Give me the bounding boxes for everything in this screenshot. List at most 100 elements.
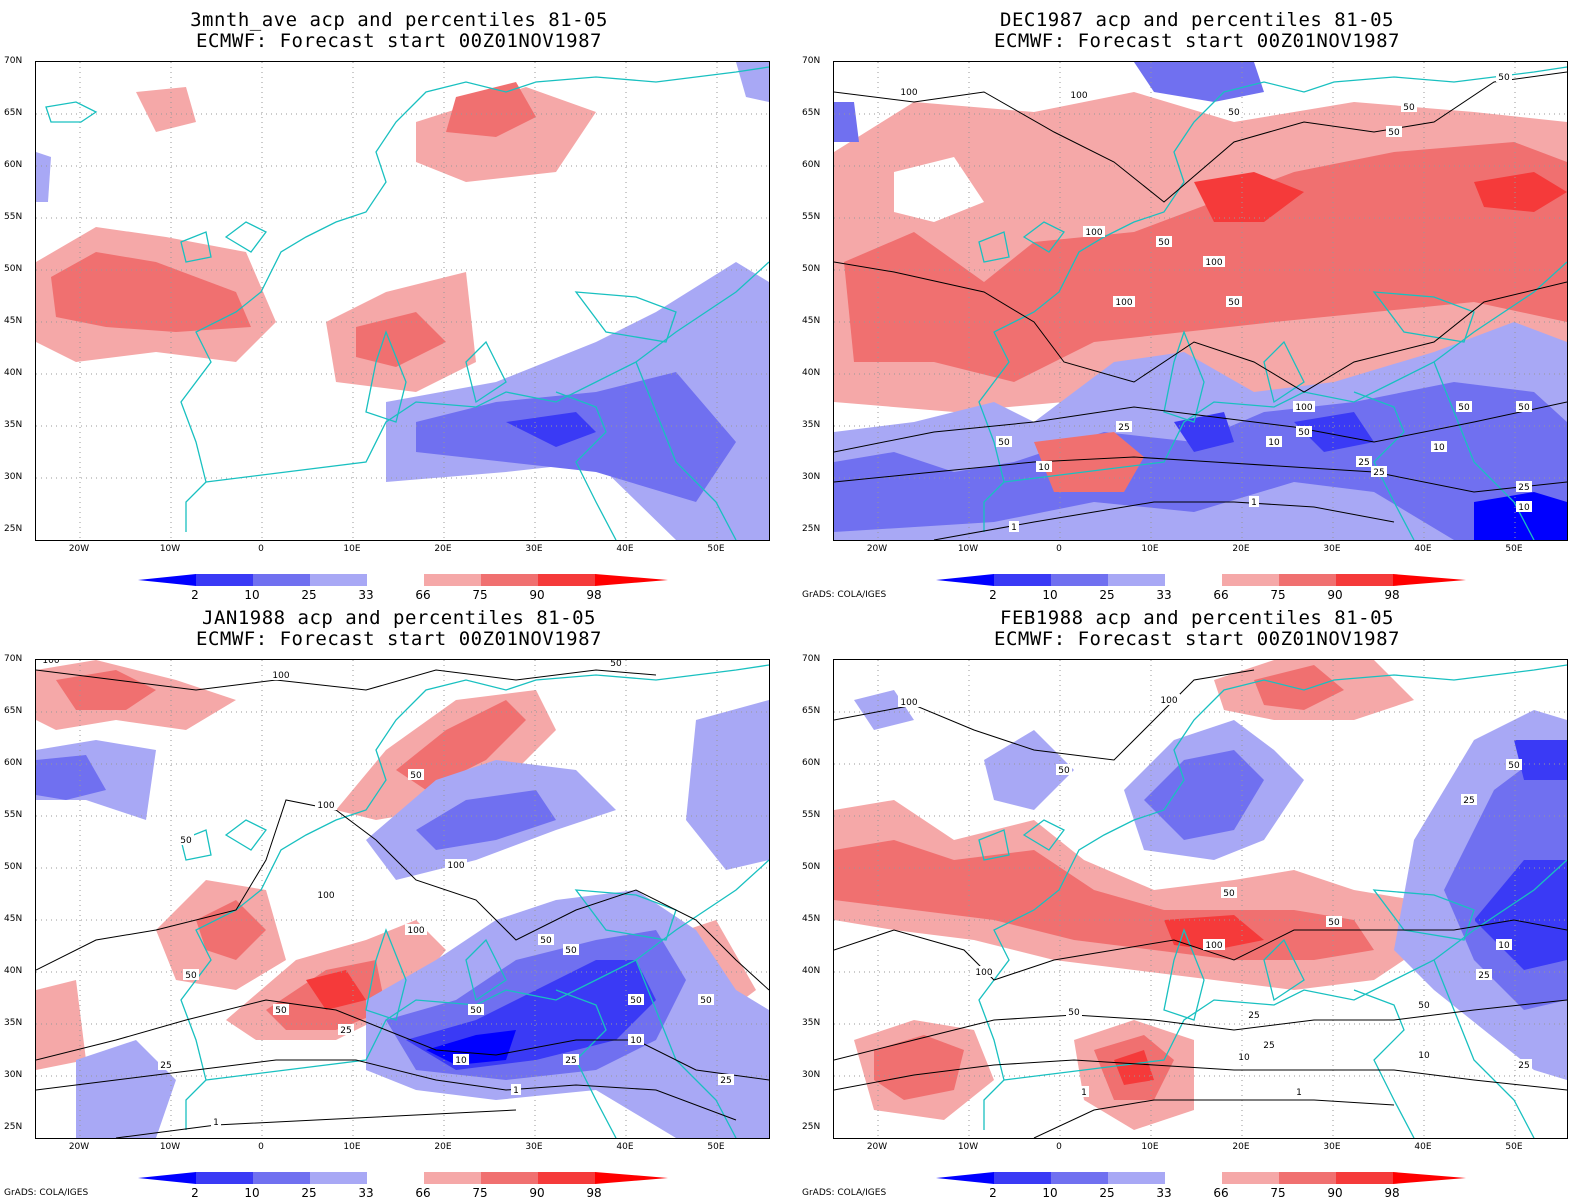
contour-label: 1 [1249, 496, 1259, 508]
lon-tick: 20E [1232, 1142, 1250, 1152]
svg-text:100: 100 [272, 671, 289, 681]
colorbar-segment [1165, 574, 1222, 586]
lon-tick: 10E [343, 1142, 361, 1152]
contour-label: 10 [1496, 939, 1512, 951]
panel-subtitle: ECMWF: Forecast start 00Z01NOV1987 [196, 30, 602, 52]
colorbar-label: 10 [244, 1186, 260, 1200]
contour-label: 100 [1068, 89, 1090, 101]
colorbar-segment [595, 1172, 668, 1184]
colorbar-label: 98 [1384, 1186, 1400, 1200]
contour-label: 10 [1416, 1049, 1432, 1061]
svg-text:10: 10 [1418, 1051, 1430, 1061]
svg-text:100: 100 [1205, 941, 1222, 951]
contour-lines [36, 669, 769, 1138]
contour-label: 10 [1431, 441, 1447, 453]
map-svg [36, 62, 769, 540]
colorbar-segment [538, 574, 595, 586]
svg-text:100: 100 [1160, 696, 1177, 706]
colorbar-label: 75 [1270, 588, 1286, 602]
contour-label: 25 [1476, 969, 1492, 981]
colorbar-label: 75 [472, 588, 488, 602]
svg-text:100: 100 [447, 861, 464, 871]
lat-tick: 60N [4, 758, 23, 768]
contour-label: 25 [1356, 456, 1372, 468]
lat-tick: 45N [4, 914, 23, 924]
svg-text:25: 25 [1373, 468, 1384, 478]
colorbar-segment [253, 1172, 310, 1184]
colorbar-segment [1393, 574, 1466, 586]
lat-tick: 30N [802, 472, 821, 482]
contour-label: 1 [1009, 521, 1019, 533]
svg-text:25: 25 [1518, 483, 1529, 493]
contour-label: 50 [273, 1004, 289, 1016]
svg-text:10: 10 [1038, 463, 1050, 473]
svg-text:1: 1 [1251, 498, 1257, 508]
lon-tick: 0 [258, 544, 264, 554]
credit-text: GrADS: COLA/IGES [802, 590, 887, 600]
contour-label: 100 [40, 660, 62, 666]
credit-text: GrADS: COLA/IGES [802, 1188, 887, 1198]
contour-label: 100 [315, 799, 337, 811]
svg-text:50: 50 [180, 836, 192, 846]
wet-region [51, 252, 251, 332]
svg-text:100: 100 [317, 801, 334, 811]
lon-tick: 0 [1056, 1142, 1062, 1152]
svg-text:100: 100 [1295, 403, 1312, 413]
lat-tick: 45N [802, 914, 821, 924]
wet-region [874, 1035, 964, 1100]
svg-text:100: 100 [317, 891, 334, 901]
contour-label: 50 [1226, 296, 1242, 308]
wet-region [894, 157, 984, 222]
lat-tick: 65N [802, 108, 821, 118]
lon-tick: 10E [1141, 544, 1159, 554]
svg-text:100: 100 [900, 698, 917, 708]
panel-title: FEB1988 acp and percentiles 81-05 [1000, 607, 1394, 629]
map-area [35, 61, 770, 541]
contour-label: 50 [538, 934, 554, 946]
lat-tick: 70N [4, 56, 23, 66]
svg-text:100: 100 [1070, 91, 1087, 101]
svg-text:50: 50 [185, 971, 197, 981]
colorbar-label: 25 [1099, 588, 1115, 602]
panel-title: DEC1987 acp and percentiles 81-05 [1000, 9, 1394, 31]
contour-label: 25 [1246, 1009, 1262, 1021]
svg-text:25: 25 [1478, 971, 1489, 981]
colorbar-label: 10 [1042, 1186, 1058, 1200]
lat-tick: 65N [4, 108, 23, 118]
colorbar-segment [253, 574, 310, 586]
dry-region [1174, 412, 1234, 452]
colorbar-segment [424, 1172, 481, 1184]
svg-text:25: 25 [1263, 1041, 1274, 1051]
colorbar-segment [994, 1172, 1051, 1184]
colorbar-segment [538, 1172, 595, 1184]
lat-tick: 45N [4, 316, 23, 326]
svg-text:1: 1 [513, 1086, 519, 1096]
colorbar-label: 33 [1156, 1186, 1172, 1200]
contour-label: 50 [1156, 236, 1172, 248]
colorbar-label: 75 [1270, 1186, 1286, 1200]
colorbar [138, 574, 668, 586]
dry-region [36, 152, 51, 202]
contour-label: 50 [1386, 126, 1402, 138]
lat-tick: 35N [802, 1018, 821, 1028]
lat-tick: 55N [802, 810, 821, 820]
lat-tick: 60N [802, 758, 821, 768]
dry-region [736, 62, 769, 102]
map-svg: 100 100 50 50 100 50 100 100 100 50 25 50 50 50 50 50 25… [36, 660, 769, 1138]
map-area: 100 100 50 50 100 50 100 100 100 50 25 50 50 50 50 50 25… [35, 659, 770, 1139]
contour-label: 50 [1221, 887, 1237, 899]
svg-text:1: 1 [1081, 1088, 1087, 1098]
lon-tick: 10W [159, 1142, 181, 1152]
svg-text:25: 25 [1248, 1011, 1259, 1021]
contour-label: 10 [1266, 436, 1282, 448]
lon-tick: 40E [1414, 1142, 1432, 1152]
contour-label: 100 [445, 859, 467, 871]
svg-text:50: 50 [630, 996, 642, 1006]
map-svg: 100 100 50 100 50 100 50 50 25 25 50 10 10 25 1 1 10 25 25… [834, 660, 1567, 1138]
contour-label: 100 [1203, 939, 1225, 951]
wet-region [446, 82, 536, 137]
colorbar-label: 90 [1327, 1186, 1343, 1200]
colorbar-label: 98 [586, 588, 602, 602]
svg-text:100: 100 [975, 968, 992, 978]
dry-region [416, 790, 556, 850]
